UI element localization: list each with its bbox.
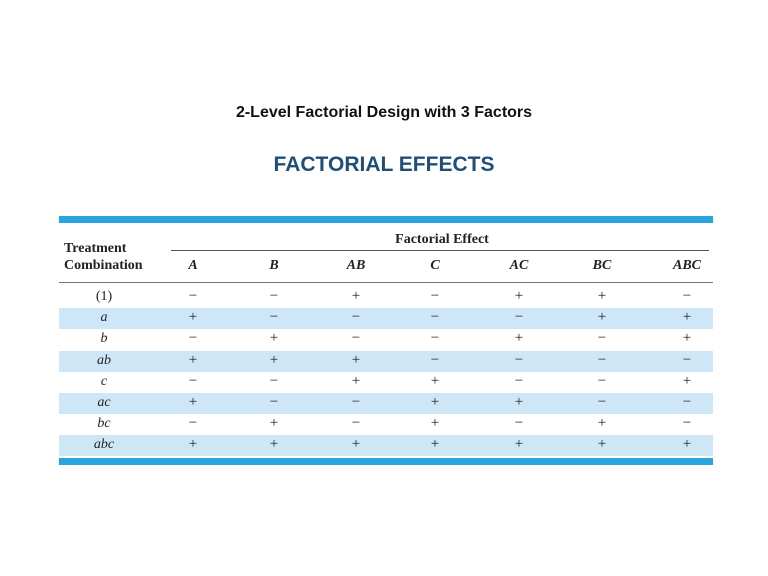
sign-cell: −	[430, 330, 440, 347]
col-header-a: A	[188, 258, 198, 273]
table-row: (1) − − + − + + −	[59, 287, 713, 308]
sign-cell: −	[597, 394, 607, 410]
sign-cell: −	[682, 415, 692, 432]
sign-cell: −	[514, 351, 524, 368]
col-header-bc: BC	[592, 258, 612, 273]
sign-cell: +	[430, 436, 440, 453]
sign-cell: +	[514, 394, 524, 410]
sign-cell: +	[351, 436, 361, 453]
treatment-header-line-2: Combination	[64, 258, 143, 273]
sign-cell: −	[351, 309, 361, 326]
factorial-effect-header: Factorial Effect	[395, 232, 489, 247]
treatment-label: abc	[93, 437, 115, 453]
sign-cell: +	[514, 288, 524, 304]
sign-cell: −	[682, 288, 692, 304]
header-rule	[59, 282, 713, 283]
sign-cell: −	[682, 394, 692, 410]
sign-cell: −	[430, 351, 440, 368]
table-row: ab + + + − − − −	[59, 350, 713, 372]
sign-cell: +	[188, 436, 198, 453]
sign-cell: +	[188, 394, 198, 410]
sign-cell: −	[188, 415, 198, 432]
treatment-label: ab	[97, 352, 111, 368]
sign-cell: −	[269, 394, 279, 410]
sign-cell: +	[351, 288, 361, 304]
sign-cell: −	[188, 372, 198, 389]
sign-cell: −	[269, 372, 279, 389]
page-title: 2-Level Factorial Design with 3 Factors	[235, 104, 533, 121]
sign-cell: −	[269, 288, 279, 304]
treatment-label: ac	[97, 395, 111, 410]
sign-cell: +	[682, 309, 692, 326]
sign-cell: +	[351, 351, 361, 368]
table-row: bc − + − + − + −	[59, 414, 713, 435]
sign-cell: −	[351, 415, 361, 432]
treatment-header-line-1: Treatment	[64, 241, 127, 256]
sign-cell: +	[597, 309, 607, 326]
sign-cell: +	[682, 330, 692, 347]
sign-cell: −	[430, 309, 440, 326]
sign-cell: +	[597, 415, 607, 432]
treatment-label: (1)	[95, 289, 113, 304]
treatment-label: bc	[97, 416, 111, 432]
sign-cell: +	[597, 436, 607, 453]
sign-cell: −	[682, 351, 692, 368]
sign-cell: +	[682, 372, 692, 389]
col-header-abc: ABC	[672, 258, 701, 273]
sign-cell: −	[351, 394, 361, 410]
sign-cell: +	[269, 351, 279, 368]
sign-cell: +	[188, 309, 198, 326]
sign-cell: −	[514, 372, 524, 389]
table-top-bar	[59, 216, 713, 223]
sign-cell: +	[269, 436, 279, 453]
treatment-combination-header: Treatment Combination	[64, 240, 184, 274]
treatment-label: b	[100, 331, 108, 347]
sign-cell: +	[514, 330, 524, 347]
section-title: FACTORIAL EFFECTS	[273, 153, 495, 176]
sign-cell: +	[430, 415, 440, 432]
sign-cell: −	[597, 330, 607, 347]
col-header-ab: AB	[346, 258, 366, 273]
sign-cell: +	[682, 436, 692, 453]
table-row: abc + + + + + + +	[59, 435, 713, 457]
col-header-b: B	[269, 258, 279, 273]
sign-cell: −	[597, 351, 607, 368]
table-row: ac + − − + + − −	[59, 393, 713, 414]
table-row: a + − − − − + +	[59, 308, 713, 330]
table-row: c − − + + − − +	[59, 372, 713, 393]
group-header-rule	[171, 250, 709, 251]
sign-cell: −	[188, 330, 198, 347]
treatment-label: c	[100, 373, 108, 389]
sign-cell: +	[188, 351, 198, 368]
table-bottom-bar	[59, 458, 713, 465]
col-header-ac: AC	[509, 258, 529, 273]
sign-cell: −	[597, 372, 607, 389]
sign-cell: +	[430, 394, 440, 410]
sign-cell: −	[430, 288, 440, 304]
sign-cell: +	[430, 372, 440, 389]
sign-cell: −	[269, 309, 279, 326]
sign-cell: +	[269, 330, 279, 347]
sign-cell: −	[514, 415, 524, 432]
treatment-label: a	[100, 310, 108, 326]
sign-cell: −	[351, 330, 361, 347]
sign-cell: −	[514, 309, 524, 326]
sign-cell: +	[269, 415, 279, 432]
sign-cell: +	[514, 436, 524, 453]
table-row: b − + − − + − +	[59, 329, 713, 350]
factorial-effects-table: Treatment Combination Factorial Effect A…	[59, 216, 713, 465]
sign-cell: −	[188, 288, 198, 304]
sign-cell: +	[597, 288, 607, 304]
col-header-c: C	[430, 258, 440, 273]
sign-cell: +	[351, 372, 361, 389]
